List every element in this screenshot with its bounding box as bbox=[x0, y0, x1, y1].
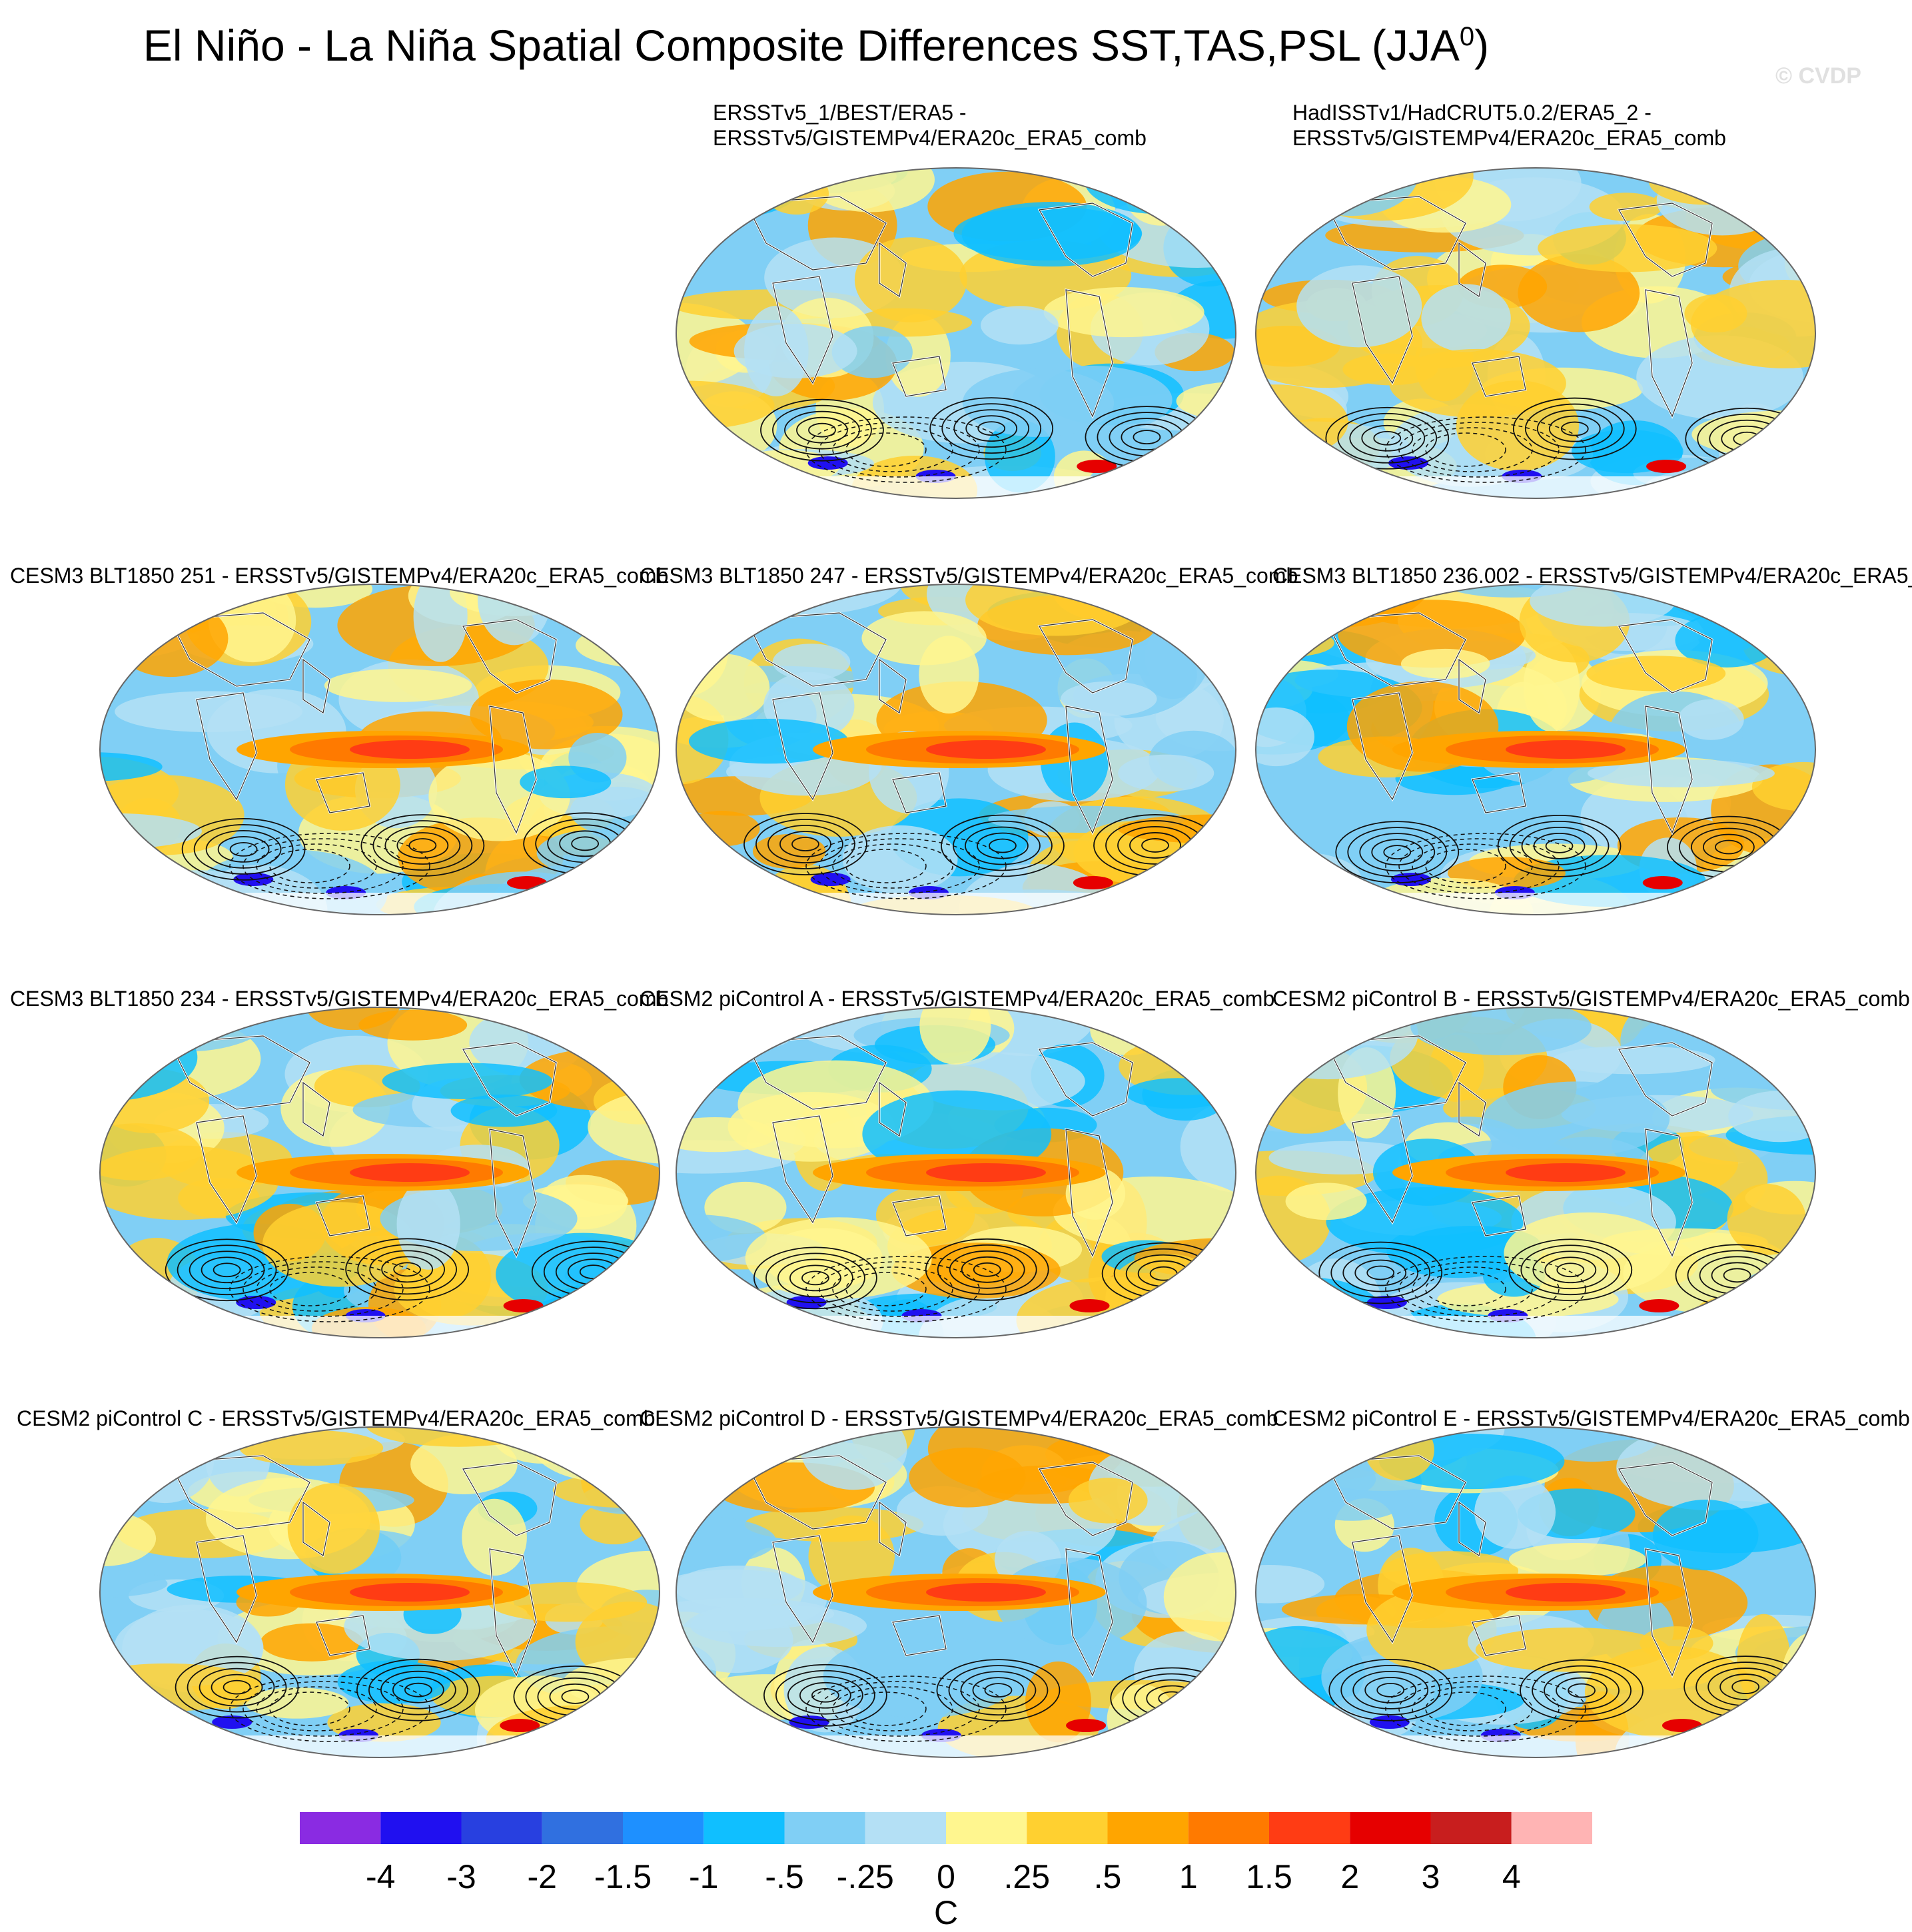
panel-title: CESM2 piControl E - ERSSTv5/GISTEMPv4/ER… bbox=[1272, 1406, 1910, 1431]
map-panel: CESM2 piControl D - ERSSTv5/GISTEMPv4/ER… bbox=[640, 1389, 1278, 1789]
cvdp-credit: © CVDP bbox=[1775, 63, 1861, 89]
robinson-map bbox=[676, 1426, 1236, 1758]
colorbar-swatch bbox=[946, 1812, 1027, 1844]
map-panel: CESM2 piControl E - ERSSTv5/GISTEMPv4/ER… bbox=[1246, 1389, 1910, 1789]
colorbar-swatch bbox=[1107, 1812, 1189, 1844]
panel-title-line: ERSSTv5/GISTEMPv4/ERA20c_ERA5_comb bbox=[1292, 126, 1726, 150]
colorbar-swatch bbox=[300, 1812, 381, 1844]
panel-title: CESM3 BLT1850 251 - ERSSTv5/GISTEMPv4/ER… bbox=[10, 563, 669, 588]
colorbar-swatch bbox=[461, 1812, 542, 1844]
map-panel: CESM3 BLT1850 251 - ERSSTv5/GISTEMPv4/ER… bbox=[10, 546, 670, 946]
panel-title-line: HadISSTv1/HadCRUT5.0.2/ERA5_2 - bbox=[1292, 101, 1652, 125]
colorbar-swatch bbox=[704, 1812, 785, 1844]
map-panel: CESM2 piControl C - ERSSTv5/GISTEMPv4/ER… bbox=[17, 1389, 670, 1789]
panel-title-line: CESM2 piControl C - ERSSTv5/GISTEMPv4/ER… bbox=[17, 1406, 656, 1430]
map-panel: CESM3 BLT1850 247 - ERSSTv5/GISTEMPv4/ER… bbox=[640, 546, 1298, 946]
robinson-map bbox=[1255, 1426, 1816, 1758]
colorbar-tick-label: -.5 bbox=[765, 1858, 804, 1895]
colorbar-swatch bbox=[380, 1812, 462, 1844]
panel-title-line: CESM2 piControl B - ERSSTv5/GISTEMPv4/ER… bbox=[1272, 987, 1910, 1011]
colorbar-tick-label: -2 bbox=[527, 1858, 557, 1895]
colorbar-tick-label: -1 bbox=[689, 1858, 719, 1895]
colorbar-units: C bbox=[933, 1894, 959, 1931]
robinson-map bbox=[676, 1007, 1236, 1338]
panel-title-line: CESM3 BLT1850 236.002 - ERSSTv5/GISTEMPv… bbox=[1272, 564, 1912, 588]
robinson-map bbox=[99, 1007, 660, 1338]
colorbar-tick-label: .5 bbox=[1093, 1858, 1122, 1895]
colorbar-tick-label: .25 bbox=[1003, 1858, 1051, 1895]
map-panel: CESM3 BLT1850 234 - ERSSTv5/GISTEMPv4/ER… bbox=[10, 969, 670, 1369]
robinson-map bbox=[99, 584, 660, 915]
colorbar-swatch bbox=[865, 1812, 946, 1844]
panel-title-line: CESM3 BLT1850 247 - ERSSTv5/GISTEMPv4/ER… bbox=[640, 564, 1298, 588]
map-panel: ERSSTv5_1/BEST/ERA5 - ERSSTv5/GISTEMPv4/E… bbox=[666, 100, 1246, 500]
robinson-map bbox=[99, 1426, 660, 1758]
panel-title-line: ERSSTv5/GISTEMPv4/ERA20c_ERA5_comb bbox=[713, 126, 1147, 150]
colorbar-swatch bbox=[1430, 1812, 1512, 1844]
colorbar-tick-label: -.25 bbox=[836, 1858, 894, 1895]
colorbar-swatch bbox=[1350, 1812, 1431, 1844]
map-panel: CESM2 piControl B - ERSSTv5/GISTEMPv4/ER… bbox=[1246, 969, 1910, 1369]
panel-title-line: CESM3 BLT1850 234 - ERSSTv5/GISTEMPv4/ER… bbox=[10, 987, 669, 1011]
panel-title-line: CESM3 BLT1850 251 - ERSSTv5/GISTEMPv4/ER… bbox=[10, 564, 669, 588]
panel-title: CESM3 BLT1850 234 - ERSSTv5/GISTEMPv4/ER… bbox=[10, 986, 669, 1011]
colorbar-tick-label: 1 bbox=[1179, 1858, 1198, 1895]
colorbar-tick-label: -4 bbox=[366, 1858, 396, 1895]
colorbar-swatch bbox=[784, 1812, 865, 1844]
colorbar-tick-label: 2 bbox=[1340, 1858, 1360, 1895]
colorbar-tick-label: 4 bbox=[1502, 1858, 1521, 1895]
robinson-map bbox=[1255, 167, 1816, 499]
panel-title: CESM2 piControl B - ERSSTv5/GISTEMPv4/ER… bbox=[1272, 986, 1910, 1011]
colorbar-swatch bbox=[1027, 1812, 1108, 1844]
colorbar-swatch bbox=[1511, 1812, 1592, 1844]
panel-title: CESM3 BLT1850 236.002 - ERSSTv5/GISTEMPv… bbox=[1272, 563, 1912, 588]
colorbar-swatch bbox=[623, 1812, 704, 1844]
panel-title: CESM3 BLT1850 247 - ERSSTv5/GISTEMPv4/ER… bbox=[640, 563, 1298, 588]
figure-title: El Niño - La Niña Spatial Composite Diff… bbox=[143, 21, 1490, 70]
panel-title-line: CESM2 piControl D - ERSSTv5/GISTEMPv4/ER… bbox=[640, 1406, 1278, 1430]
panel-title: HadISSTv1/HadCRUT5.0.2/ERA5_2 - ERSSTv5/G… bbox=[1292, 100, 1872, 151]
colorbar-tick-label: 0 bbox=[937, 1858, 955, 1895]
robinson-map bbox=[676, 167, 1236, 499]
map-panel: CESM3 BLT1850 236.002 - ERSSTv5/GISTEMPv… bbox=[1246, 546, 1912, 946]
panel-title-line: CESM2 piControl E - ERSSTv5/GISTEMPv4/ER… bbox=[1272, 1406, 1910, 1430]
panel-title: CESM2 piControl D - ERSSTv5/GISTEMPv4/ER… bbox=[640, 1406, 1278, 1431]
robinson-map bbox=[1255, 1007, 1816, 1338]
map-panel: HadISSTv1/HadCRUT5.0.2/ERA5_2 - ERSSTv5/G… bbox=[1246, 100, 1825, 500]
colorbar-tick-label: -3 bbox=[446, 1858, 476, 1895]
panel-title: CESM2 piControl A - ERSSTv5/GISTEMPv4/ER… bbox=[640, 986, 1275, 1011]
colorbar-swatch bbox=[542, 1812, 623, 1844]
colorbar-swatch bbox=[1269, 1812, 1350, 1844]
robinson-map bbox=[676, 584, 1236, 915]
robinson-map bbox=[1255, 584, 1816, 915]
panel-title: CESM2 piControl C - ERSSTv5/GISTEMPv4/ER… bbox=[17, 1406, 656, 1431]
colorbar-swatch bbox=[1188, 1812, 1269, 1844]
panel-title-line: ERSSTv5_1/BEST/ERA5 - bbox=[713, 101, 967, 125]
colorbar-tick-label: 3 bbox=[1421, 1858, 1440, 1895]
colorbar-labels: -4 -3 -2 -1.5 -1 -.5 -.25 0 .25 .5 1 1.5 2 3 4 bbox=[300, 1857, 1592, 1897]
colorbar-tick-label: -1.5 bbox=[594, 1858, 652, 1895]
map-panel: CESM2 piControl A - ERSSTv5/GISTEMPv4/ER… bbox=[640, 969, 1274, 1369]
colorbar-tick-label: 1.5 bbox=[1246, 1858, 1292, 1895]
panel-title: ERSSTv5_1/BEST/ERA5 - ERSSTv5/GISTEMPv4/E… bbox=[713, 100, 1292, 151]
panel-title-line: CESM2 piControl A - ERSSTv5/GISTEMPv4/ER… bbox=[640, 987, 1275, 1011]
colorbar bbox=[300, 1812, 1592, 1844]
